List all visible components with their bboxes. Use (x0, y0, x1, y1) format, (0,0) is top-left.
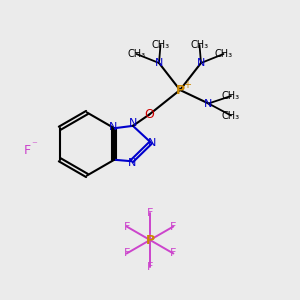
Text: O: O (144, 108, 154, 121)
Text: CH₃: CH₃ (152, 40, 169, 50)
Text: CH₃: CH₃ (222, 91, 240, 101)
Text: N: N (109, 122, 117, 132)
Text: F: F (147, 262, 153, 272)
Text: F: F (123, 221, 130, 232)
Text: +: + (183, 80, 190, 91)
Text: CH₃: CH₃ (190, 40, 208, 50)
Text: N: N (155, 58, 163, 68)
Text: ⁻: ⁻ (32, 140, 38, 151)
Text: N: N (148, 137, 157, 148)
Text: F: F (170, 221, 177, 232)
Text: CH₃: CH₃ (222, 110, 240, 121)
Text: F: F (147, 208, 153, 218)
Text: F: F (123, 248, 130, 259)
Text: F: F (170, 248, 177, 259)
Text: F: F (23, 143, 31, 157)
Text: N: N (197, 58, 205, 68)
Text: CH₃: CH₃ (214, 49, 232, 59)
Text: P: P (146, 233, 154, 247)
Text: N: N (128, 158, 136, 168)
Text: N: N (204, 98, 213, 109)
Text: P: P (176, 83, 184, 97)
Text: N: N (129, 118, 137, 128)
Text: CH₃: CH₃ (128, 49, 146, 59)
